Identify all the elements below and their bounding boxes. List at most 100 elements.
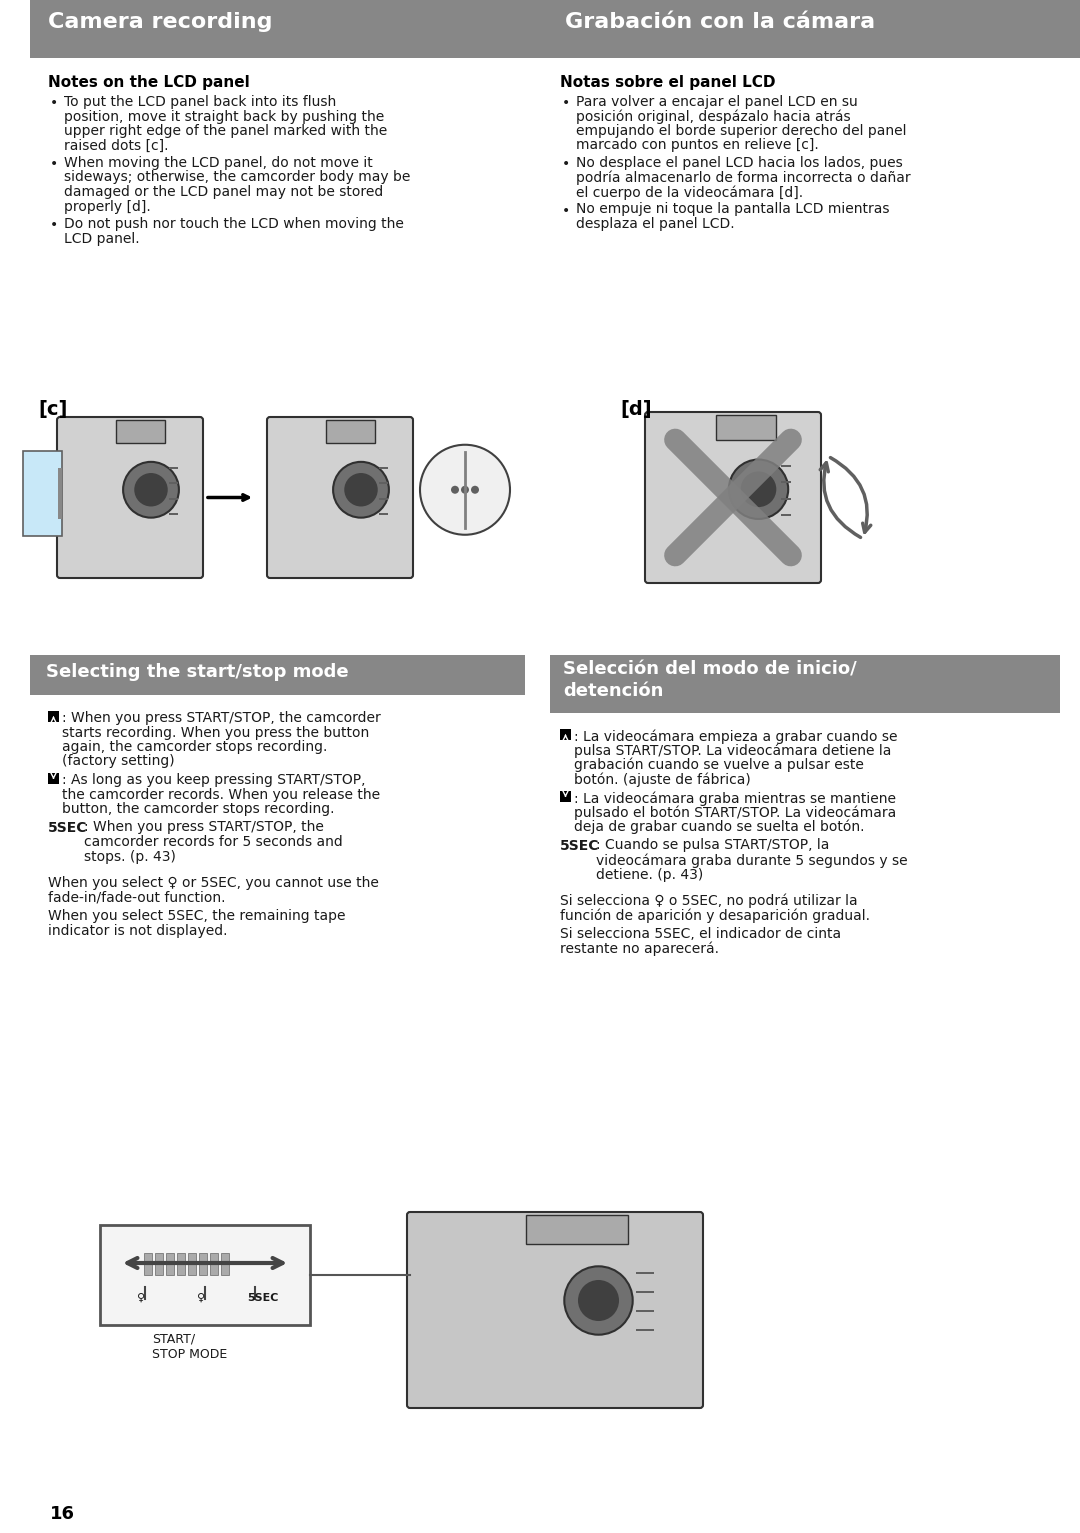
- Text: videocámara graba durante 5 segundos y se: videocámara graba durante 5 segundos y s…: [596, 852, 907, 868]
- Text: empujando el borde superior derecho del panel: empujando el borde superior derecho del …: [576, 124, 906, 138]
- Bar: [188, 1252, 195, 1275]
- Bar: [58, 468, 62, 520]
- Circle shape: [741, 472, 777, 507]
- Bar: [781, 464, 791, 466]
- Text: [c]: [c]: [38, 400, 67, 419]
- Text: marcado con puntos en relieve [c].: marcado con puntos en relieve [c].: [576, 138, 819, 152]
- Text: •: •: [562, 97, 570, 110]
- Text: pulsado el botón START/STOP. La videocámara: pulsado el botón START/STOP. La videocám…: [573, 805, 896, 820]
- Bar: [379, 466, 388, 469]
- Circle shape: [451, 486, 459, 494]
- Text: When moving the LCD panel, do not move it: When moving the LCD panel, do not move i…: [64, 156, 373, 170]
- Bar: [170, 514, 177, 515]
- Bar: [221, 1252, 229, 1275]
- Text: Notes on the LCD panel: Notes on the LCD panel: [48, 75, 249, 90]
- Text: properly [d].: properly [d].: [64, 199, 151, 213]
- Circle shape: [578, 1280, 619, 1321]
- Bar: [561, 730, 571, 740]
- FancyBboxPatch shape: [267, 417, 413, 578]
- Text: Grabación con la cámara: Grabación con la cámara: [565, 12, 875, 32]
- Text: indicator is not displayed.: indicator is not displayed.: [48, 923, 228, 938]
- Bar: [23, 451, 62, 537]
- Bar: [326, 420, 375, 443]
- Bar: [550, 655, 1059, 713]
- Text: detiene. (p. 43): detiene. (p. 43): [596, 868, 703, 881]
- Bar: [636, 1329, 653, 1331]
- Text: •: •: [562, 204, 570, 218]
- Bar: [636, 1311, 653, 1312]
- Text: ♀: ♀: [197, 1292, 205, 1303]
- Text: starts recording. When you press the button: starts recording. When you press the but…: [62, 725, 369, 739]
- Text: •: •: [50, 97, 58, 110]
- Text: podría almacenarlo de forma incorrecta o dañar: podría almacenarlo de forma incorrecta o…: [576, 170, 910, 185]
- Text: 5SEC: 5SEC: [247, 1292, 279, 1303]
- Bar: [379, 498, 388, 500]
- Bar: [177, 1252, 185, 1275]
- Text: No empuje ni toque la pantalla LCD mientras: No empuje ni toque la pantalla LCD mient…: [576, 202, 890, 216]
- Bar: [526, 1216, 627, 1243]
- Text: posición original, despázalo hacia atrás: posición original, despázalo hacia atrás: [576, 109, 851, 124]
- Text: Camera recording: Camera recording: [48, 12, 272, 32]
- Text: : La videocámara empieza a grabar cuando se: : La videocámara empieza a grabar cuando…: [573, 730, 897, 744]
- Text: Si selecciona ♀ o 5SEC, no podrá utilizar la: Si selecciona ♀ o 5SEC, no podrá utiliza…: [561, 894, 858, 909]
- Text: pulsa START/STOP. La videocámara detiene la: pulsa START/STOP. La videocámara detiene…: [573, 744, 891, 757]
- Text: 5SEC: 5SEC: [48, 820, 87, 834]
- Bar: [156, 1252, 163, 1275]
- Text: damaged or the LCD panel may not be stored: damaged or the LCD panel may not be stor…: [64, 185, 383, 199]
- Bar: [379, 514, 388, 515]
- Text: raised dots [c].: raised dots [c].: [64, 138, 168, 152]
- Circle shape: [461, 486, 469, 494]
- Text: Para volver a encajar el panel LCD en su: Para volver a encajar el panel LCD en su: [576, 95, 858, 109]
- Circle shape: [134, 474, 167, 506]
- Text: LCD panel.: LCD panel.: [64, 231, 139, 245]
- Text: fade-in/fade-out function.: fade-in/fade-out function.: [48, 891, 226, 904]
- FancyArrowPatch shape: [831, 457, 870, 532]
- Circle shape: [345, 474, 378, 506]
- FancyBboxPatch shape: [57, 417, 203, 578]
- Text: : La videocámara graba mientras se mantiene: : La videocámara graba mientras se manti…: [573, 791, 896, 805]
- Text: When you select 5SEC, the remaining tape: When you select 5SEC, the remaining tape: [48, 909, 346, 923]
- Text: [d]: [d]: [620, 400, 651, 419]
- Text: To put the LCD panel back into its flush: To put the LCD panel back into its flush: [64, 95, 336, 109]
- Bar: [636, 1272, 653, 1274]
- Text: position, move it straight back by pushing the: position, move it straight back by pushi…: [64, 109, 384, 124]
- Bar: [781, 481, 791, 483]
- Bar: [48, 711, 59, 722]
- Text: grabación cuando se vuelve a pulsar este: grabación cuando se vuelve a pulsar este: [573, 757, 864, 773]
- Bar: [170, 498, 177, 500]
- Text: When you select ♀ or 5SEC, you cannot use the: When you select ♀ or 5SEC, you cannot us…: [48, 875, 379, 891]
- Text: START/
STOP MODE: START/ STOP MODE: [152, 1334, 228, 1361]
- Text: Notas sobre el panel LCD: Notas sobre el panel LCD: [561, 75, 775, 90]
- Text: sideways; otherwise, the camcorder body may be: sideways; otherwise, the camcorder body …: [64, 170, 410, 184]
- Text: Selecting the start/stop mode: Selecting the start/stop mode: [46, 662, 349, 681]
- Bar: [116, 420, 165, 443]
- Text: el cuerpo de la videocámara [d].: el cuerpo de la videocámara [d].: [576, 185, 804, 199]
- Text: (factory setting): (factory setting): [62, 754, 175, 768]
- Circle shape: [471, 486, 480, 494]
- Bar: [561, 791, 571, 802]
- Bar: [636, 1291, 653, 1292]
- Text: the camcorder records. When you release the: the camcorder records. When you release …: [62, 788, 380, 802]
- Bar: [0, 0, 30, 1533]
- Text: 16: 16: [50, 1505, 75, 1522]
- Circle shape: [333, 461, 389, 518]
- Text: stops. (p. 43): stops. (p. 43): [84, 849, 176, 863]
- Text: : As long as you keep pressing START/STOP,: : As long as you keep pressing START/STO…: [62, 773, 365, 786]
- Text: deja de grabar cuando se suelta el botón.: deja de grabar cuando se suelta el botón…: [573, 820, 864, 834]
- Text: ♀: ♀: [137, 1292, 145, 1303]
- Text: Si selecciona 5SEC, el indicador de cinta: Si selecciona 5SEC, el indicador de cint…: [561, 927, 841, 941]
- Text: : When you press START/STOP, the camcorder: : When you press START/STOP, the camcord…: [62, 711, 381, 725]
- Circle shape: [420, 445, 510, 535]
- Circle shape: [564, 1266, 633, 1335]
- Bar: [199, 1252, 207, 1275]
- Bar: [30, 655, 525, 694]
- FancyBboxPatch shape: [407, 1213, 703, 1407]
- Bar: [781, 498, 791, 500]
- Text: •: •: [562, 156, 570, 172]
- Text: función de aparición y desaparición gradual.: función de aparición y desaparición grad…: [561, 909, 870, 923]
- FancyArrowPatch shape: [820, 463, 861, 538]
- Bar: [170, 466, 177, 469]
- Text: desplaza el panel LCD.: desplaza el panel LCD.: [576, 218, 734, 231]
- Bar: [379, 481, 388, 484]
- Circle shape: [123, 461, 179, 518]
